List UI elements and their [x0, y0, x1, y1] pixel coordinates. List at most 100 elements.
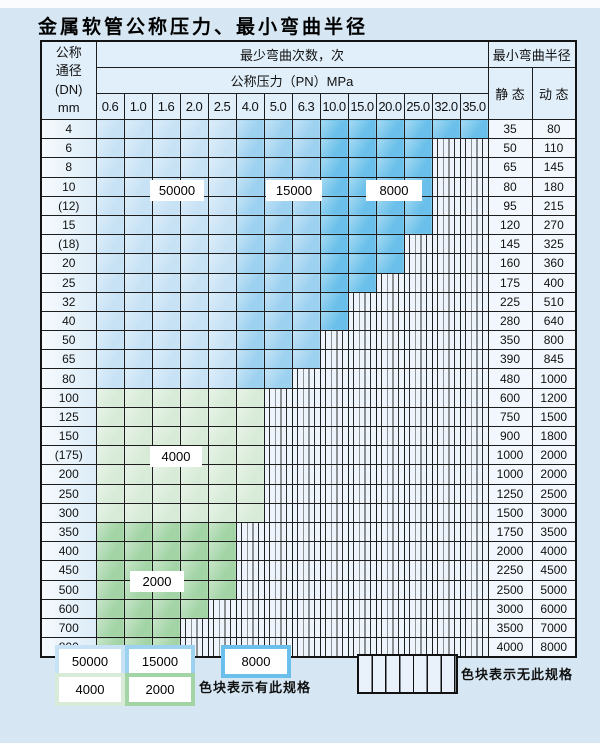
- dn-cell: 300: [40, 502, 97, 523]
- spec-cell: [319, 234, 349, 255]
- dn-cell: (18): [40, 234, 97, 255]
- no-spec-cell: [235, 598, 265, 619]
- spec-cell: [347, 157, 377, 178]
- dynamic-radius-cell: 3500: [531, 521, 577, 543]
- spec-cell: [123, 330, 153, 351]
- spec-cell: [123, 291, 153, 312]
- spec-cell: [291, 310, 321, 332]
- spec-cell: [235, 330, 265, 351]
- dynamic-radius-cell: 2500: [531, 483, 577, 504]
- no-spec-cell: [459, 598, 489, 619]
- spec-cell: [123, 464, 153, 485]
- dn-cell: 250: [40, 483, 97, 504]
- no-spec-cell: [459, 387, 489, 408]
- no-spec-cell: [235, 617, 265, 639]
- spec-cell: [207, 387, 237, 408]
- no-spec-cell: [459, 579, 489, 600]
- pressure-value-header: 2.5: [207, 93, 237, 120]
- spec-cell: [95, 214, 125, 236]
- spec-cell: [291, 272, 321, 293]
- no-spec-cell: [375, 521, 405, 543]
- cycle-count-label: 15000: [266, 180, 322, 201]
- no-spec-cell: [375, 579, 405, 600]
- table-row: 40 280 640: [40, 310, 577, 332]
- dn-cell: 700: [40, 617, 97, 639]
- spec-cell: [123, 598, 153, 619]
- no-spec-cell: [431, 617, 461, 639]
- pressure-value-header: 6.3: [291, 93, 321, 120]
- no-spec-cell: [263, 598, 293, 619]
- spec-cell: [95, 330, 125, 351]
- dynamic-radius-cell: 145: [531, 157, 577, 178]
- no-spec-cell: [347, 291, 377, 312]
- dynamic-radius-cell: 270: [531, 214, 577, 236]
- no-spec-cell: [291, 445, 321, 466]
- dn-cell: 10: [40, 176, 97, 197]
- no-spec-cell: [459, 521, 489, 543]
- table-row: (18) 145 325: [40, 234, 577, 255]
- spec-cell: [235, 118, 265, 140]
- no-spec-cell: [403, 234, 433, 255]
- no-spec-cell: [431, 579, 461, 600]
- spec-cell: [95, 445, 125, 466]
- legend-swatch-50000: 50000: [55, 645, 125, 678]
- spec-cell: [179, 253, 209, 274]
- no-spec-cell: [459, 502, 489, 523]
- dn-cell: 15: [40, 214, 97, 236]
- dynamic-radius-cell: 6000: [531, 598, 577, 619]
- dynamic-radius-cell: 2000: [531, 464, 577, 485]
- spec-cell: [95, 598, 125, 619]
- spec-cell: [95, 521, 125, 543]
- no-spec-cell: [347, 598, 377, 619]
- table-row: 50 350 800: [40, 330, 577, 351]
- legend-swatch-label: 50000: [59, 649, 121, 674]
- dynamic-radius-cell: 1000: [531, 368, 577, 389]
- spec-cell: [179, 579, 209, 600]
- table-row: 250 1250 2500: [40, 483, 577, 504]
- no-spec-cell: [347, 387, 377, 408]
- pressure-value-header: 20.0: [375, 93, 405, 120]
- no-spec-cell: [431, 138, 461, 159]
- spec-cell: [235, 272, 265, 293]
- spec-cell: [207, 521, 237, 543]
- no-spec-cell: [375, 291, 405, 312]
- table-row: 150 900 1800: [40, 425, 577, 447]
- no-spec-cell: [235, 560, 265, 581]
- spec-cell: [263, 234, 293, 255]
- no-spec-cell: [403, 541, 433, 562]
- legend-no-spec-swatch: [357, 654, 458, 694]
- spec-cell: [123, 234, 153, 255]
- spec-cell: [263, 118, 293, 140]
- spec-cell: [207, 560, 237, 581]
- static-radius-cell: 35: [487, 118, 533, 140]
- spec-cell: [95, 157, 125, 178]
- spec-cell: [95, 425, 125, 447]
- no-spec-cell: [375, 464, 405, 485]
- no-spec-cell: [431, 387, 461, 408]
- spec-cell: [235, 483, 265, 504]
- no-spec-cell: [319, 521, 349, 543]
- no-spec-cell: [263, 425, 293, 447]
- dynamic-column-header: 动 态: [531, 67, 577, 120]
- spec-cell: [95, 234, 125, 255]
- no-spec-cell: [319, 579, 349, 600]
- pressure-value-header: 1.6: [151, 93, 181, 120]
- no-spec-cell: [459, 464, 489, 485]
- no-spec-cell: [179, 617, 209, 639]
- no-spec-cell: [431, 195, 461, 216]
- table-row: (175) 1000 2000: [40, 445, 577, 466]
- dynamic-radius-cell: 4000: [531, 541, 577, 562]
- spec-cell: [235, 253, 265, 274]
- spec-cell: [179, 425, 209, 447]
- no-spec-cell: [403, 598, 433, 619]
- table-row: 8 65 145: [40, 157, 577, 178]
- spec-cell: [123, 253, 153, 274]
- spec-cell: [179, 118, 209, 140]
- no-spec-cell: [375, 330, 405, 351]
- table-row: 32 225 510: [40, 291, 577, 312]
- no-spec-cell: [459, 195, 489, 216]
- no-spec-cell: [347, 445, 377, 466]
- spec-cell: [179, 541, 209, 562]
- dynamic-radius-cell: 845: [531, 349, 577, 370]
- no-spec-cell: [375, 425, 405, 447]
